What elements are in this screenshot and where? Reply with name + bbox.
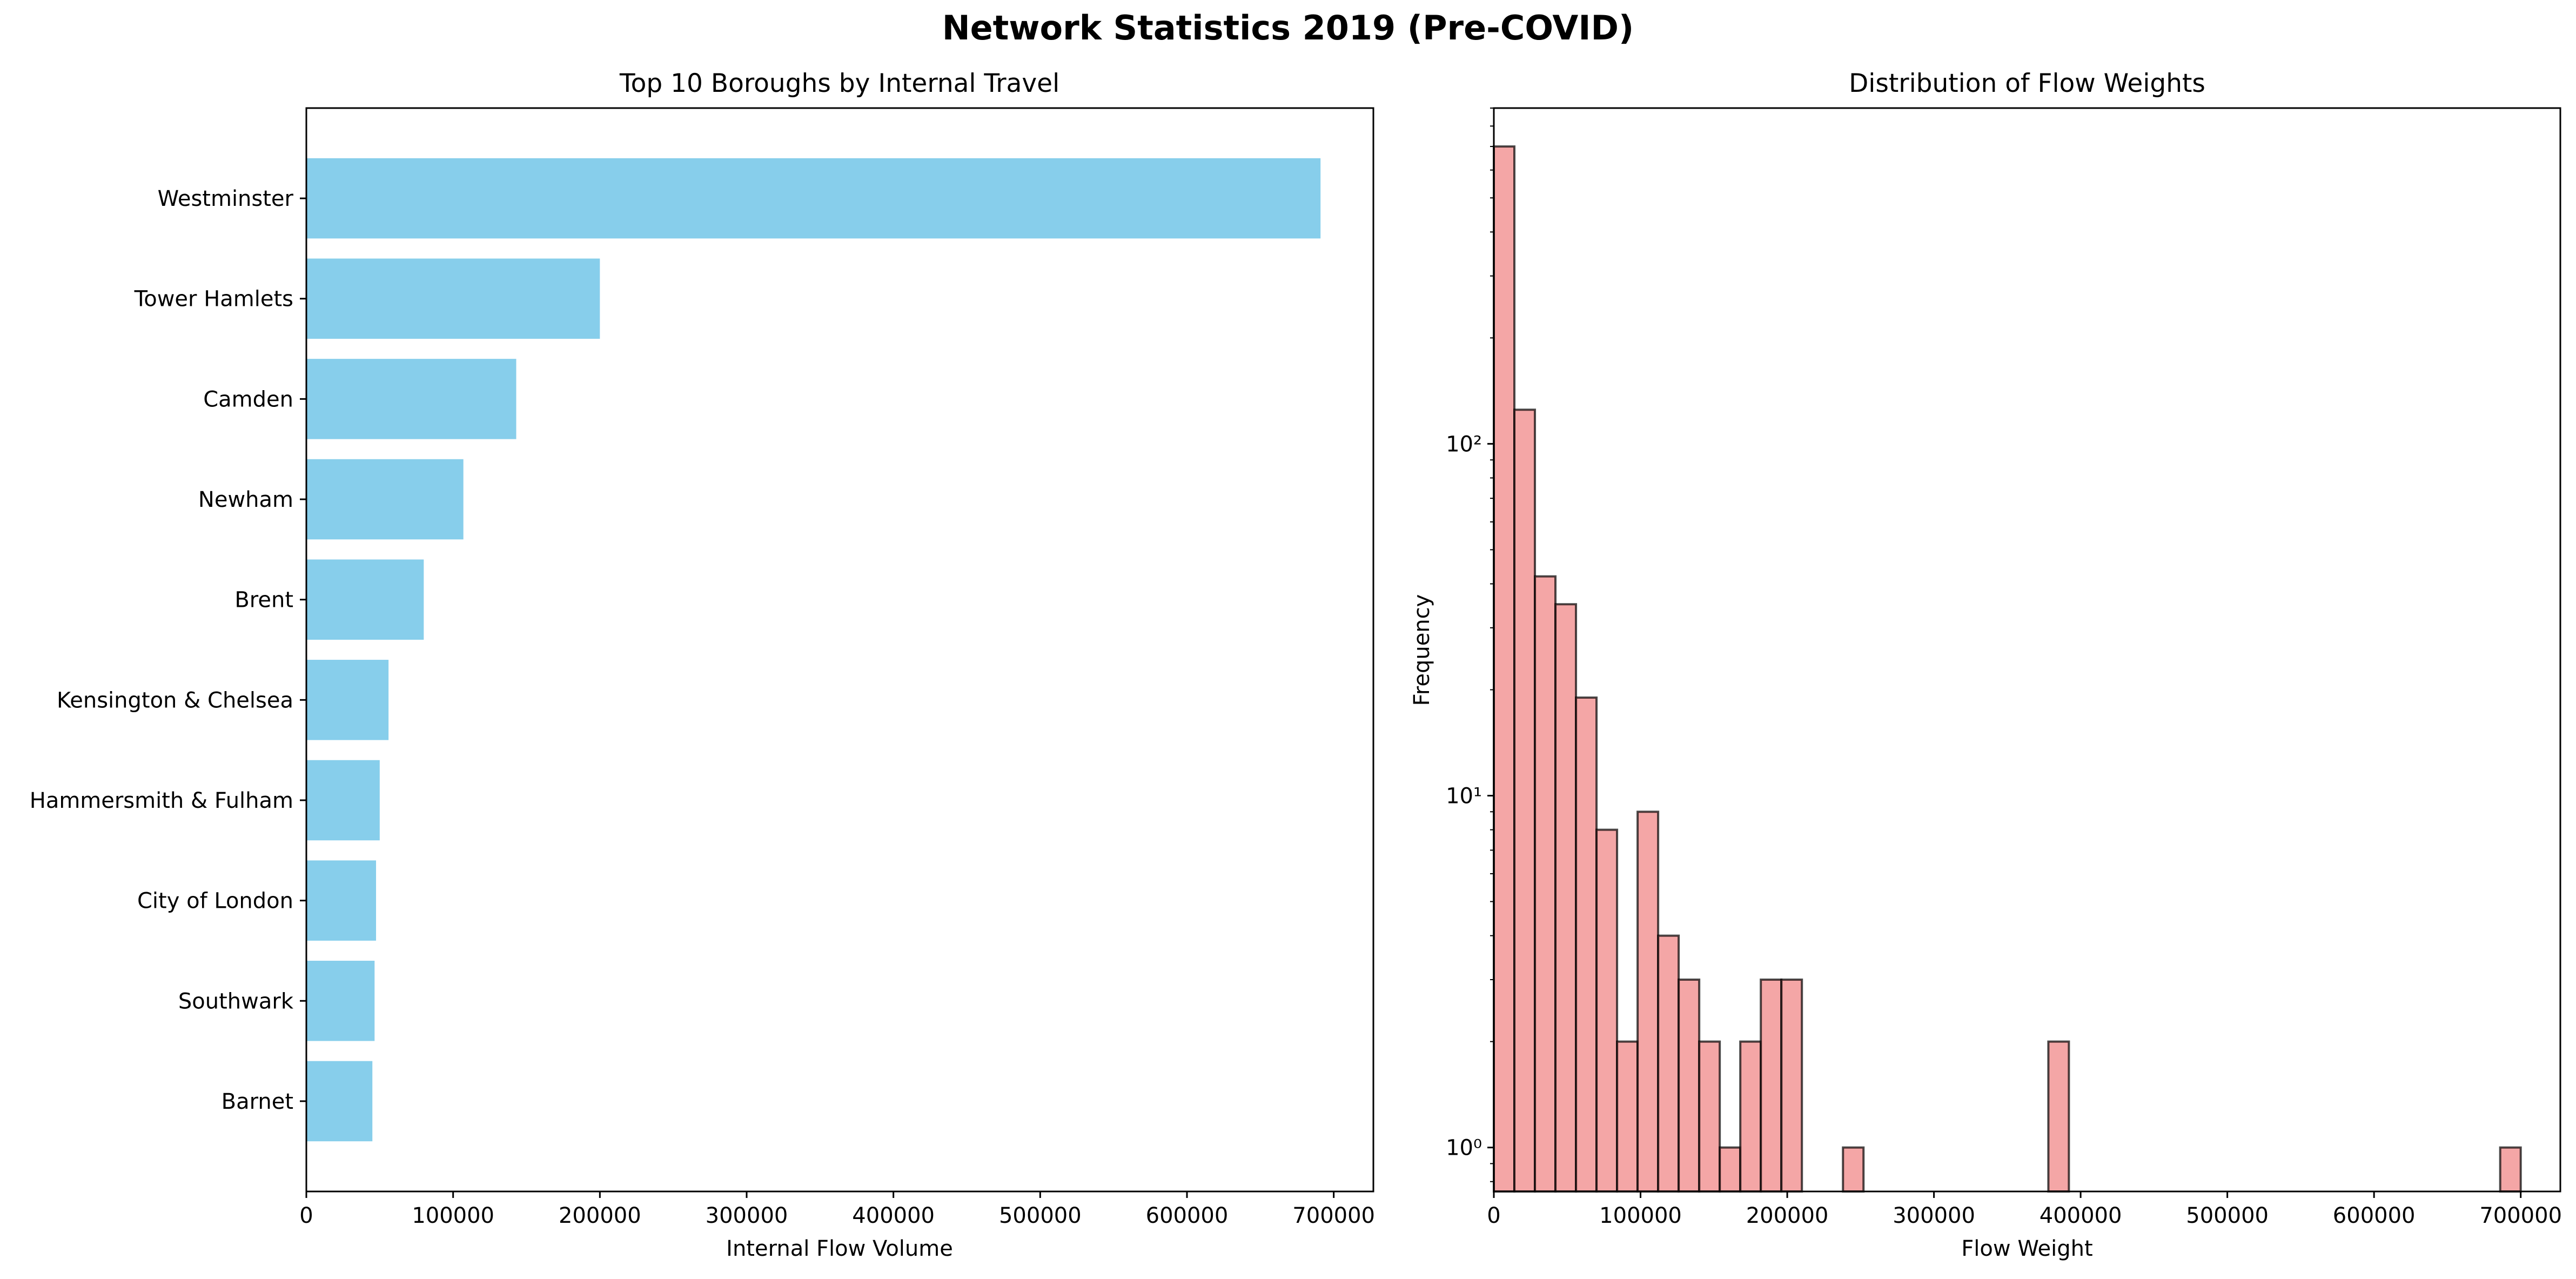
right-plot-frame: [1493, 107, 2561, 1193]
left-x-axis-label: Internal Flow Volume: [726, 1236, 953, 1261]
left-y-tick-label: Southwark: [178, 989, 294, 1014]
left-bars-group: [306, 158, 1321, 1142]
left-x-tick-label: 600000: [1146, 1203, 1229, 1228]
bar-westminster: [306, 158, 1321, 239]
histogram-bar: [2047, 1040, 2070, 1193]
right-x-tick-label: 400000: [2040, 1203, 2122, 1228]
histogram-bar: [1493, 145, 1516, 1193]
histogram-bar: [1657, 934, 1680, 1193]
histogram-bar: [1678, 978, 1701, 1193]
bar-newham: [306, 459, 464, 540]
left-x-axis-ticks: 0 100000 200000 300000 400000 500000 600000 700…: [299, 1191, 1375, 1228]
right-y-axis-label: Frequency: [1410, 594, 1434, 706]
right-chart-title: Distribution of Flow Weights: [1849, 69, 2205, 98]
histogram-bar: [1616, 1040, 1639, 1193]
right-x-axis-label: Flow Weight: [1961, 1236, 2092, 1261]
left-y-tick-label: Kensington & Chelsea: [57, 688, 293, 713]
histogram-bar: [1575, 696, 1598, 1193]
bar-city-of-london: [306, 860, 377, 941]
left-chart-title: Top 10 Boroughs by Internal Travel: [619, 69, 1059, 98]
right-x-tick-label: 600000: [2333, 1203, 2416, 1228]
bar-kensington-chelsea: [306, 660, 389, 740]
bar-brent: [306, 559, 424, 640]
histogram-bar: [1842, 1146, 1865, 1193]
left-y-axis-ticks: Westminster Tower Hamlets Camden Newham Bren…: [30, 186, 306, 1114]
histogram-bar: [1513, 409, 1537, 1193]
left-y-tick-label: Brent: [234, 588, 293, 613]
bar-barnet: [306, 1061, 373, 1142]
left-x-tick-label: 200000: [559, 1203, 641, 1228]
right-x-tick-label: 300000: [1893, 1203, 1975, 1228]
histogram-bar: [1636, 811, 1660, 1193]
left-y-tick-label: Tower Hamlets: [134, 287, 293, 312]
histogram-bar: [2499, 1146, 2522, 1193]
bar-hammersmith-fulham: [306, 760, 380, 841]
right-x-tick-label: 0: [1487, 1203, 1500, 1228]
bar-camden: [306, 359, 516, 439]
left-y-tick-label: Barnet: [222, 1089, 293, 1114]
histogram-bar: [1698, 1040, 1721, 1193]
left-y-tick-label: Newham: [198, 487, 293, 512]
right-x-tick-label: 200000: [1746, 1203, 1829, 1228]
right-y-tick-label: 10⁰: [1446, 1136, 1482, 1161]
top-boroughs-bar-chart: Top 10 Boroughs by Internal Travel 0 1000…: [30, 69, 1375, 1261]
bar-tower-hamlets: [306, 258, 600, 339]
histogram-bar: [1534, 575, 1557, 1193]
left-y-tick-label: Camden: [203, 387, 293, 412]
right-y-tick-label: 10²: [1446, 432, 1482, 457]
right-x-tick-label: 100000: [1599, 1203, 1682, 1228]
histogram-bar: [1739, 1040, 1762, 1193]
left-plot-frame: [305, 107, 1374, 1193]
histogram-bar: [1780, 978, 1803, 1193]
figure-title: Network Statistics 2019 (Pre-COVID): [942, 8, 1634, 48]
bar-southwark: [306, 961, 375, 1041]
left-x-tick-label: 100000: [412, 1203, 494, 1228]
right-y-tick-label: 10¹: [1446, 784, 1482, 808]
right-x-axis-ticks: 0 100000 200000 300000 400000 500000 600000 700…: [1487, 1191, 2562, 1228]
histogram-bar: [1554, 603, 1578, 1193]
flow-weight-histogram: Distribution of Flow Weights 0 100000 2000…: [1410, 69, 2562, 1261]
histogram-bar: [1719, 1146, 1742, 1193]
left-y-tick-label: City of London: [137, 889, 293, 914]
left-x-tick-label: 500000: [999, 1203, 1082, 1228]
right-x-tick-label: 500000: [2186, 1203, 2269, 1228]
histogram-bar: [1760, 978, 1783, 1193]
left-x-tick-label: 400000: [852, 1203, 935, 1228]
right-x-tick-label: 700000: [2479, 1203, 2562, 1228]
left-y-tick-label: Hammersmith & Fulham: [30, 788, 293, 813]
left-x-tick-label: 0: [299, 1203, 313, 1228]
left-x-tick-label: 300000: [706, 1203, 788, 1228]
left-x-tick-label: 700000: [1292, 1203, 1375, 1228]
left-y-tick-label: Westminster: [158, 186, 294, 211]
histogram-bar: [1595, 828, 1619, 1193]
